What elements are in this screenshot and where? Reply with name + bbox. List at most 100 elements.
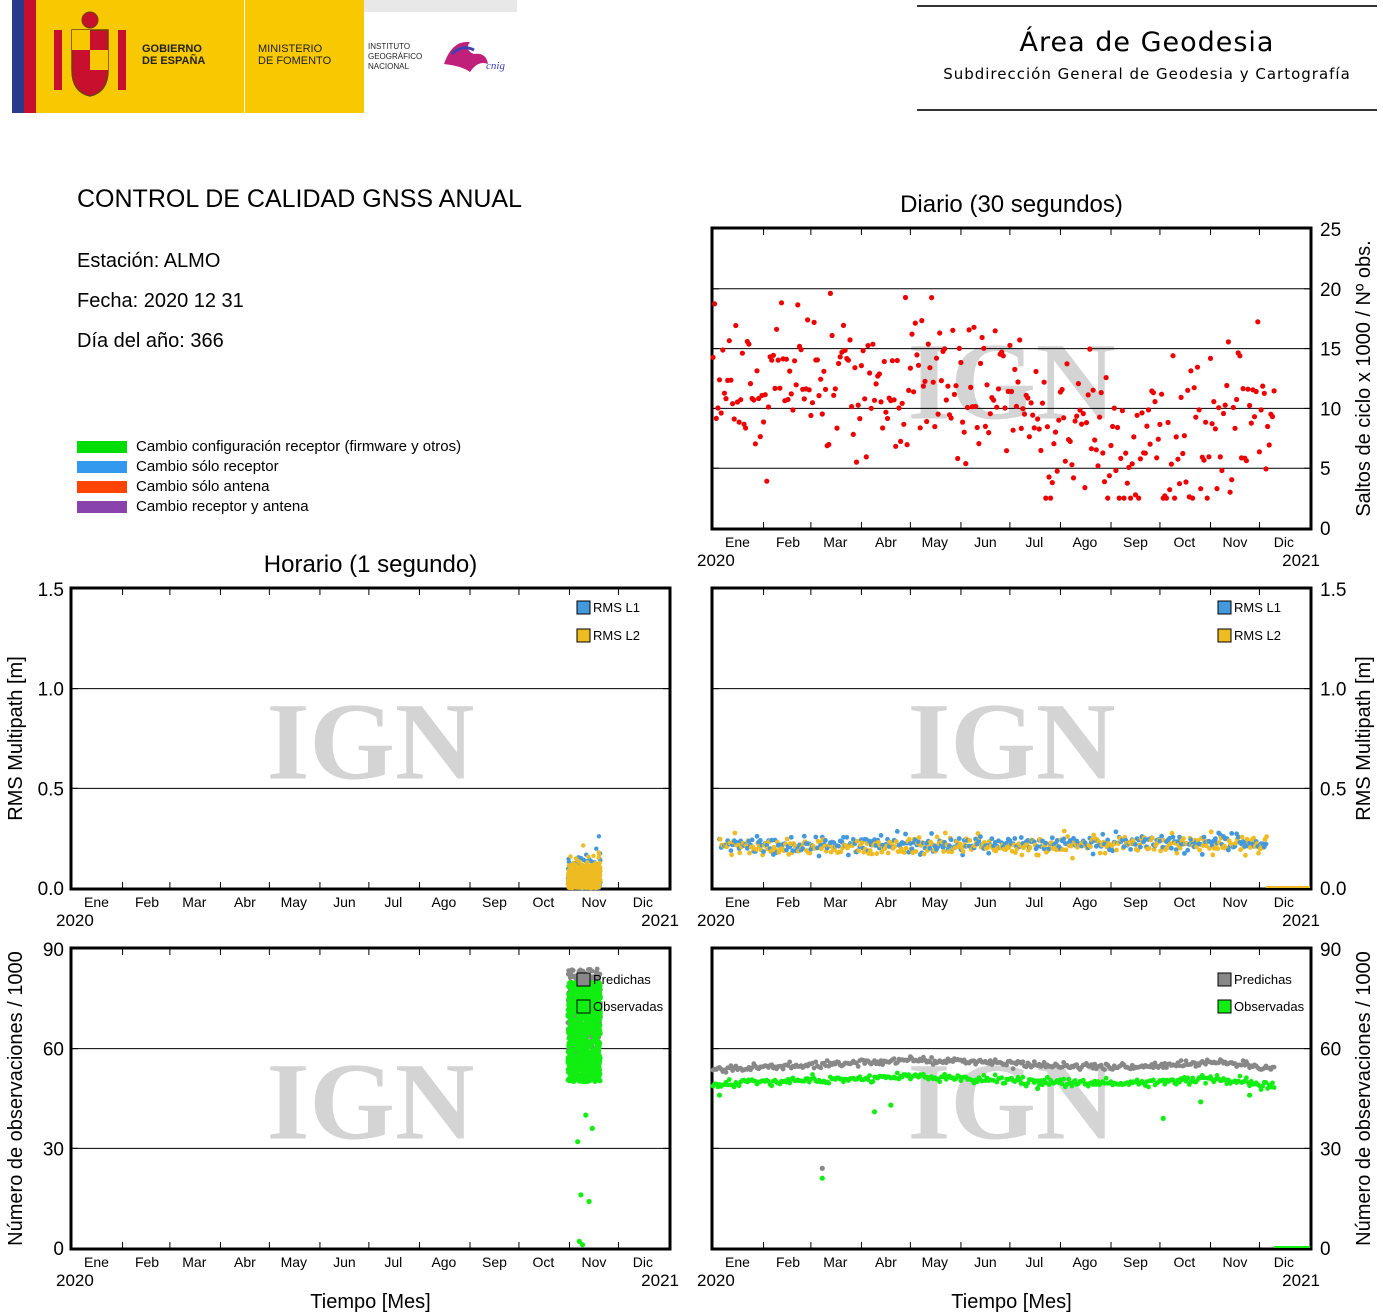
data-point — [867, 838, 872, 844]
area-top-rule — [917, 5, 1377, 7]
data-point — [770, 352, 777, 358]
data-point — [1243, 458, 1249, 464]
data-point — [577, 1061, 583, 1066]
data-point — [916, 839, 921, 845]
data-point — [1027, 845, 1033, 851]
month-label: Oct — [1174, 1254, 1196, 1270]
data-point — [1017, 337, 1023, 343]
data-point — [587, 967, 593, 972]
data-point — [868, 405, 874, 411]
data-point — [757, 434, 763, 440]
data-point — [1243, 852, 1248, 858]
data-point — [934, 834, 940, 840]
data-point — [1102, 850, 1108, 856]
data-point — [899, 400, 905, 406]
data-point — [1151, 1077, 1156, 1083]
data-point — [597, 860, 602, 865]
data-point — [1065, 834, 1070, 839]
data-point — [1194, 364, 1201, 370]
y-axis-title: Número de observaciones / 1000 — [5, 951, 27, 1246]
data-point — [978, 834, 983, 840]
data-point — [576, 1238, 582, 1244]
data-point — [1111, 405, 1117, 411]
data-point — [1013, 850, 1018, 855]
data-point — [1063, 847, 1069, 853]
month-label: May — [281, 894, 307, 910]
data-point — [801, 396, 807, 402]
data-point — [566, 1026, 572, 1032]
data-point — [1271, 1085, 1277, 1090]
data-point — [974, 424, 980, 431]
data-point — [1110, 848, 1115, 854]
month-label: Ago — [431, 894, 456, 910]
data-point — [1208, 829, 1214, 835]
data-point — [1080, 411, 1086, 417]
data-point — [591, 1047, 597, 1053]
data-point — [1069, 1083, 1075, 1089]
legend-swatch — [576, 600, 591, 615]
y-tick-label: 60 — [1320, 1040, 1341, 1061]
data-point — [973, 403, 979, 410]
data-point — [1183, 479, 1189, 485]
chart-multipath-daily: IGN 0.0 0.5 1.0 1.5 Ene Feb Mar Abr May Jun Jul Ago S… — [697, 580, 1375, 930]
data-point — [896, 405, 902, 411]
data-point — [592, 980, 597, 986]
data-point — [1129, 461, 1135, 467]
data-point — [1002, 405, 1008, 411]
data-point — [751, 397, 757, 403]
data-point — [963, 461, 969, 467]
data-point — [958, 359, 964, 366]
data-point — [1113, 467, 1119, 474]
data-point — [592, 994, 598, 999]
data-point — [594, 1033, 599, 1039]
data-point — [818, 1065, 824, 1071]
data-point — [945, 383, 951, 389]
data-point — [1207, 355, 1214, 361]
data-point — [1256, 449, 1262, 455]
month-label: Dic — [1274, 894, 1294, 910]
data-point — [1007, 342, 1013, 348]
data-point — [764, 478, 770, 484]
data-point — [1253, 388, 1259, 395]
data-point — [577, 1017, 582, 1023]
data-point — [1204, 495, 1210, 501]
data-point — [746, 341, 752, 347]
data-point — [581, 879, 587, 885]
data-point — [589, 859, 594, 864]
data-point — [732, 830, 738, 836]
y-tick-label: 0.0 — [1320, 879, 1346, 900]
legend-label: Observadas — [593, 999, 664, 1014]
data-point — [1110, 423, 1116, 430]
data-point — [1035, 1085, 1041, 1092]
data-point — [941, 849, 946, 854]
data-point — [569, 1020, 575, 1026]
data-point — [964, 404, 971, 411]
data-point — [1071, 835, 1076, 841]
data-point — [1251, 835, 1256, 841]
data-point — [1159, 833, 1164, 839]
data-point — [929, 295, 935, 301]
month-label: Nov — [1223, 1254, 1248, 1270]
data-point — [1256, 850, 1261, 856]
data-point — [865, 343, 871, 349]
data-point — [723, 396, 729, 402]
data-point — [592, 869, 597, 874]
data-point — [806, 387, 812, 393]
month-label: Jun — [333, 1254, 356, 1270]
data-point — [1052, 429, 1059, 435]
date-label: Fecha: 2020 12 31 — [77, 290, 244, 312]
data-point — [1169, 830, 1175, 836]
data-point — [1203, 1061, 1208, 1067]
data-point — [881, 358, 887, 365]
data-point — [1044, 424, 1050, 430]
data-point — [832, 386, 838, 392]
y-tick-label: 1.0 — [1320, 680, 1346, 701]
data-point — [1266, 442, 1272, 448]
data-point — [788, 834, 794, 840]
data-point — [588, 987, 594, 993]
month-label: Oct — [1174, 534, 1196, 550]
month-label: Ago — [1072, 534, 1097, 550]
data-point — [1190, 495, 1196, 501]
data-point — [1217, 454, 1223, 460]
legend-label: RMS L1 — [593, 600, 640, 615]
